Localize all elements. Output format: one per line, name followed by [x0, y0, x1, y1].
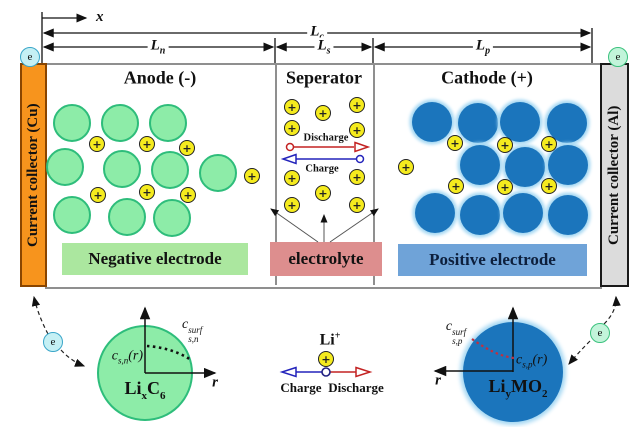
- li-ion-icon: +: [398, 159, 414, 175]
- li-ion-icon: +: [448, 178, 464, 194]
- li-ion-icon: +: [244, 168, 260, 184]
- dim-lp: Lp: [472, 37, 494, 57]
- li-ion-icon: +: [139, 184, 155, 200]
- cathode-particle-grain: [458, 103, 498, 143]
- li-ion-icon: +: [349, 97, 365, 113]
- negative-electrode-label: Negative electrode: [62, 243, 248, 275]
- anode-conc-label: cs,n(r): [111, 348, 143, 366]
- anode-particle-grain: [199, 154, 237, 192]
- li-ion-label: Li+: [319, 330, 341, 349]
- anode-title: Anode (-): [123, 67, 197, 88]
- dim-ls: Ls: [314, 37, 334, 57]
- cathode-r-axis-label: r: [435, 372, 441, 389]
- anode-particle-grain: [108, 198, 146, 236]
- li-ion-icon: +: [179, 140, 195, 156]
- anode-particle-grain: [101, 104, 139, 142]
- cathode-particle-grain: [547, 103, 587, 143]
- cathode-formula: LiyMO2: [488, 376, 548, 400]
- li-ion-icon: +: [349, 122, 365, 138]
- li-ion-icon: +: [139, 136, 155, 152]
- li-ion-center-icon: +: [318, 351, 334, 367]
- li-ion-icon: +: [541, 136, 557, 152]
- cathode-particle-grain: [460, 145, 500, 185]
- current-collector-cu: Current collector (Cu): [20, 63, 47, 287]
- electron-top-left: e: [20, 47, 40, 67]
- electron-bottom-right: e: [590, 323, 610, 343]
- anode-formula: LixC6: [124, 378, 166, 402]
- li-ion-icon: +: [315, 105, 331, 121]
- li-ion-icon: +: [284, 99, 300, 115]
- anode-particle-grain: [153, 199, 191, 237]
- li-ion-icon: +: [284, 170, 300, 186]
- li-ion-icon: +: [180, 187, 196, 203]
- anode-particle: [97, 325, 193, 421]
- li-ion-icon: +: [349, 197, 365, 213]
- li-ion-flow-arrows: [279, 366, 373, 378]
- li-ion-icon: +: [315, 185, 331, 201]
- cathode-particle-grain: [412, 102, 452, 142]
- cathode-particle-grain: [415, 193, 455, 233]
- cathode-particle-grain: [548, 145, 588, 185]
- x-axis-label: x: [96, 9, 104, 25]
- electron-bottom-left: e: [43, 332, 63, 352]
- cathode-surf-conc-label: c surf s,p: [445, 319, 467, 347]
- anode-r-axis-label: r: [212, 374, 218, 391]
- positive-electrode-label: Positive electrode: [398, 244, 587, 276]
- dim-ln: Ln: [147, 37, 169, 57]
- li-ion-icon: +: [541, 178, 557, 194]
- anode-particle-grain: [151, 151, 189, 189]
- electron-top-right: e: [608, 47, 628, 67]
- separator-charge-label: Charge: [305, 163, 339, 175]
- cathode-title: Cathode (+): [441, 67, 533, 88]
- anode-particle-grain: [103, 150, 141, 188]
- flow-discharge-label: Discharge: [328, 380, 384, 395]
- current-collector-al: Current collector (Al): [600, 63, 629, 287]
- cathode-particle-grain: [505, 147, 545, 187]
- cathode-conc-label: cs,p(r): [516, 352, 548, 370]
- li-ion-icon: +: [284, 120, 300, 136]
- cathode-particle: [463, 322, 563, 422]
- li-ion-icon: +: [497, 179, 513, 195]
- li-ion-icon: +: [284, 197, 300, 213]
- li-ion-icon: +: [447, 135, 463, 151]
- cathode-particle-grain: [500, 102, 540, 142]
- li-ion-icon: +: [90, 187, 106, 203]
- li-ion-icon: +: [349, 169, 365, 185]
- cathode-particle-grain: [548, 195, 588, 235]
- anode-particle-grain: [53, 196, 91, 234]
- li-ion-icon: +: [497, 137, 513, 153]
- anode-particle-grain: [149, 104, 187, 142]
- anode-surf-conc-label: c surf s,n: [182, 317, 203, 345]
- anode-particle-grain: [46, 148, 84, 186]
- anode-particle-grain: [53, 104, 91, 142]
- li-ion-icon: +: [89, 136, 105, 152]
- cathode-particle-grain: [460, 195, 500, 235]
- separator-title: Seperator: [286, 67, 362, 88]
- flow-charge-label: Charge: [280, 380, 322, 395]
- separator-region: [275, 63, 375, 285]
- cathode-particle-grain: [503, 193, 543, 233]
- electrolyte-label: electrolyte: [270, 242, 382, 276]
- separator-discharge-label: Discharge: [303, 132, 349, 144]
